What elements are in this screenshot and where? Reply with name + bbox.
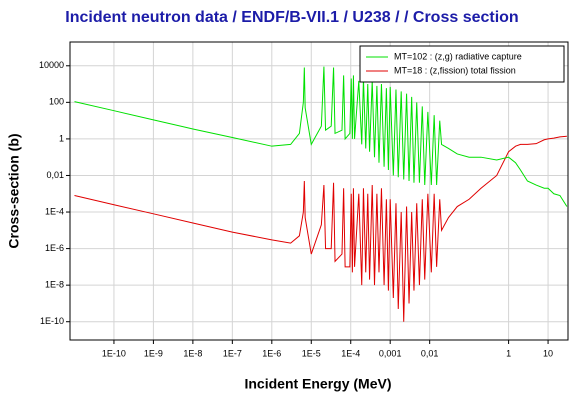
y-tick-label: 1E-8 <box>45 280 64 290</box>
series-line <box>74 66 568 207</box>
y-tick-label: 0,01 <box>46 170 64 180</box>
x-tick-label: 1E-9 <box>144 348 163 358</box>
y-tick-label: 10000 <box>39 60 64 70</box>
plot-frame <box>69 41 569 341</box>
y-tick-label: 1 <box>59 133 64 143</box>
x-tick-label: 1 <box>506 348 511 358</box>
x-tick-label: 1E-8 <box>183 348 202 358</box>
x-tick-label: 0,001 <box>379 348 402 358</box>
x-tick-label: 1E-7 <box>223 348 242 358</box>
y-tick-label: 100 <box>49 97 64 107</box>
y-tick-label: 1E-6 <box>45 243 64 253</box>
x-tick-label: 1E-5 <box>302 348 321 358</box>
y-tick-label: 1E-4 <box>45 206 64 216</box>
series-line <box>74 135 567 322</box>
x-axis-label: Incident Energy (MeV) <box>244 376 391 392</box>
chart-title: Incident neutron data / ENDF/B-VII.1 / U… <box>65 9 518 26</box>
plot-area <box>70 42 568 340</box>
y-axis-label: Cross-section (b) <box>6 133 22 248</box>
x-tick-label: 10 <box>543 348 553 358</box>
x-tick-label: 1E-4 <box>341 348 360 358</box>
x-tick-label: 0,01 <box>421 348 439 358</box>
x-tick-label: 1E-6 <box>262 348 281 358</box>
legend-label: MT=18 : (z,fission) total fission <box>394 65 516 75</box>
x-tick-label: 1E-10 <box>102 348 126 358</box>
y-tick-label: 1E-10 <box>40 316 64 326</box>
legend-box <box>359 45 565 83</box>
legend-label: MT=102 : (z,g) radiative capture <box>394 51 522 61</box>
